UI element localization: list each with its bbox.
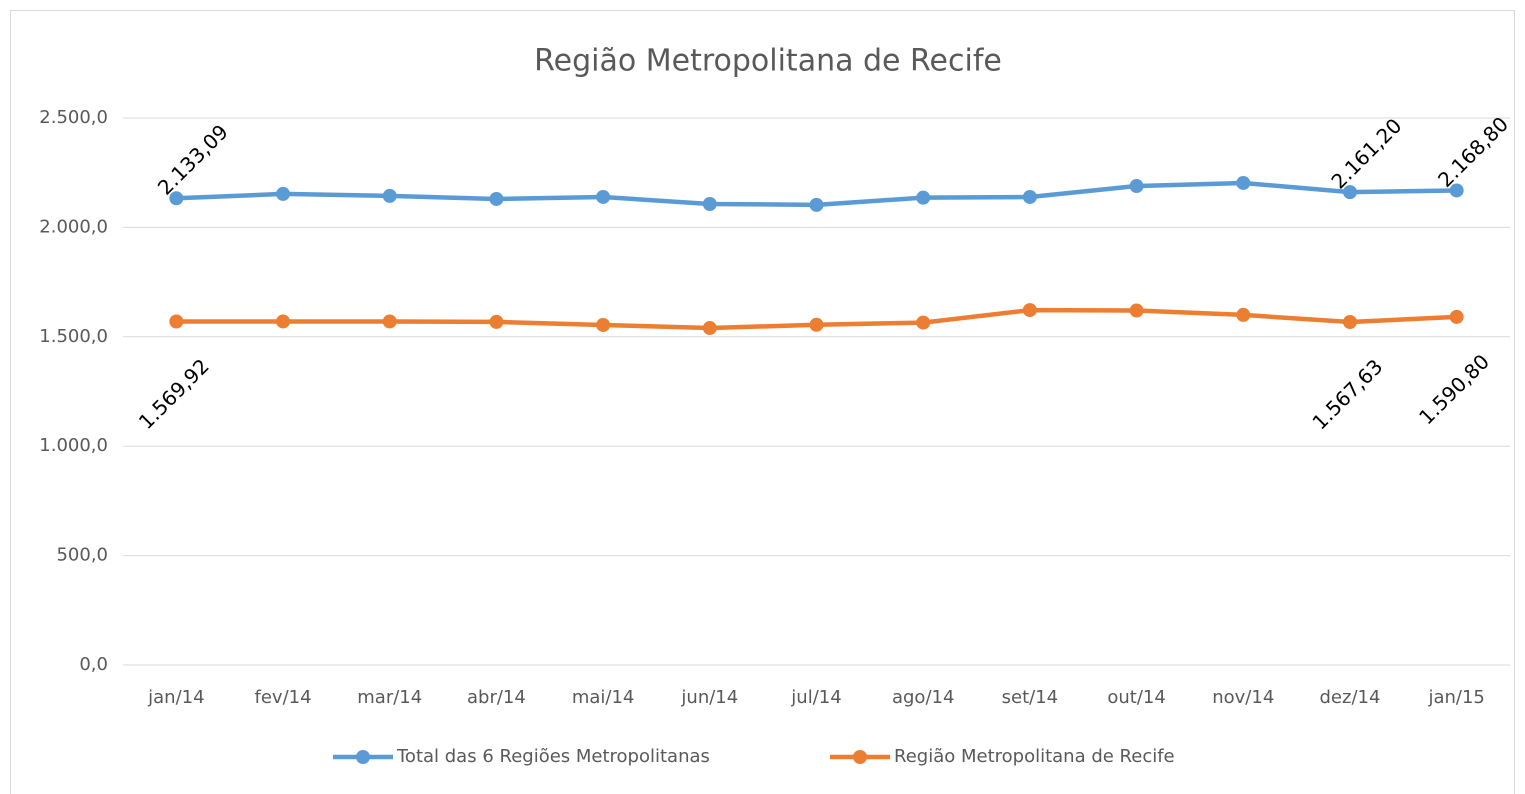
- data-point: [809, 317, 824, 332]
- data-point: [382, 314, 397, 329]
- x-tick-label: jul/14: [790, 687, 841, 708]
- data-point: [1022, 303, 1037, 318]
- x-tick-label: mai/14: [572, 687, 635, 708]
- x-tick-label: fev/14: [255, 687, 312, 708]
- data-point: [1449, 309, 1464, 324]
- data-point: [382, 188, 397, 203]
- data-point: [916, 190, 931, 205]
- chart-title: Região Metropolitana de Recife: [534, 44, 1002, 79]
- y-tick-label: 1.500,0: [39, 326, 108, 347]
- legend-label: Total das 6 Regiões Metropolitanas: [396, 746, 710, 767]
- x-tick-label: nov/14: [1212, 687, 1274, 708]
- data-point: [1342, 315, 1357, 330]
- x-tick-label: jan/15: [1427, 687, 1484, 708]
- y-tick-label: 2.000,0: [39, 216, 108, 237]
- data-point: [276, 186, 291, 201]
- data-point: [489, 191, 504, 206]
- x-tick-label: dez/14: [1320, 687, 1381, 708]
- x-tick-label: out/14: [1107, 687, 1165, 708]
- y-tick-label: 0,0: [79, 654, 108, 675]
- data-point: [1022, 189, 1037, 204]
- y-tick-label: 1.000,0: [39, 435, 108, 456]
- data-point: [916, 315, 931, 330]
- data-point: [702, 196, 717, 211]
- data-point: [1236, 307, 1251, 322]
- data-point: [1129, 303, 1144, 318]
- x-tick-label: set/14: [1002, 687, 1058, 708]
- legend-marker: [853, 750, 867, 764]
- x-tick-label: jun/14: [680, 687, 738, 708]
- data-point: [596, 317, 611, 332]
- data-point: [169, 191, 184, 206]
- data-point: [1342, 185, 1357, 200]
- data-point: [276, 314, 291, 329]
- data-point: [702, 321, 717, 336]
- data-point: [596, 189, 611, 204]
- x-tick-label: mar/14: [357, 687, 422, 708]
- data-point: [809, 197, 824, 212]
- y-tick-label: 500,0: [56, 545, 108, 566]
- x-tick-label: jan/14: [147, 687, 204, 708]
- x-tick-label: abr/14: [467, 687, 526, 708]
- data-point: [489, 314, 504, 329]
- data-point: [1449, 183, 1464, 198]
- chart-frame: [10, 10, 1515, 794]
- x-tick-label: ago/14: [892, 687, 954, 708]
- legend-marker: [356, 750, 370, 764]
- data-point: [169, 314, 184, 329]
- data-point: [1129, 179, 1144, 194]
- y-tick-label: 2.500,0: [39, 107, 108, 128]
- data-point: [1236, 175, 1251, 190]
- legend-label: Região Metropolitana de Recife: [894, 746, 1175, 767]
